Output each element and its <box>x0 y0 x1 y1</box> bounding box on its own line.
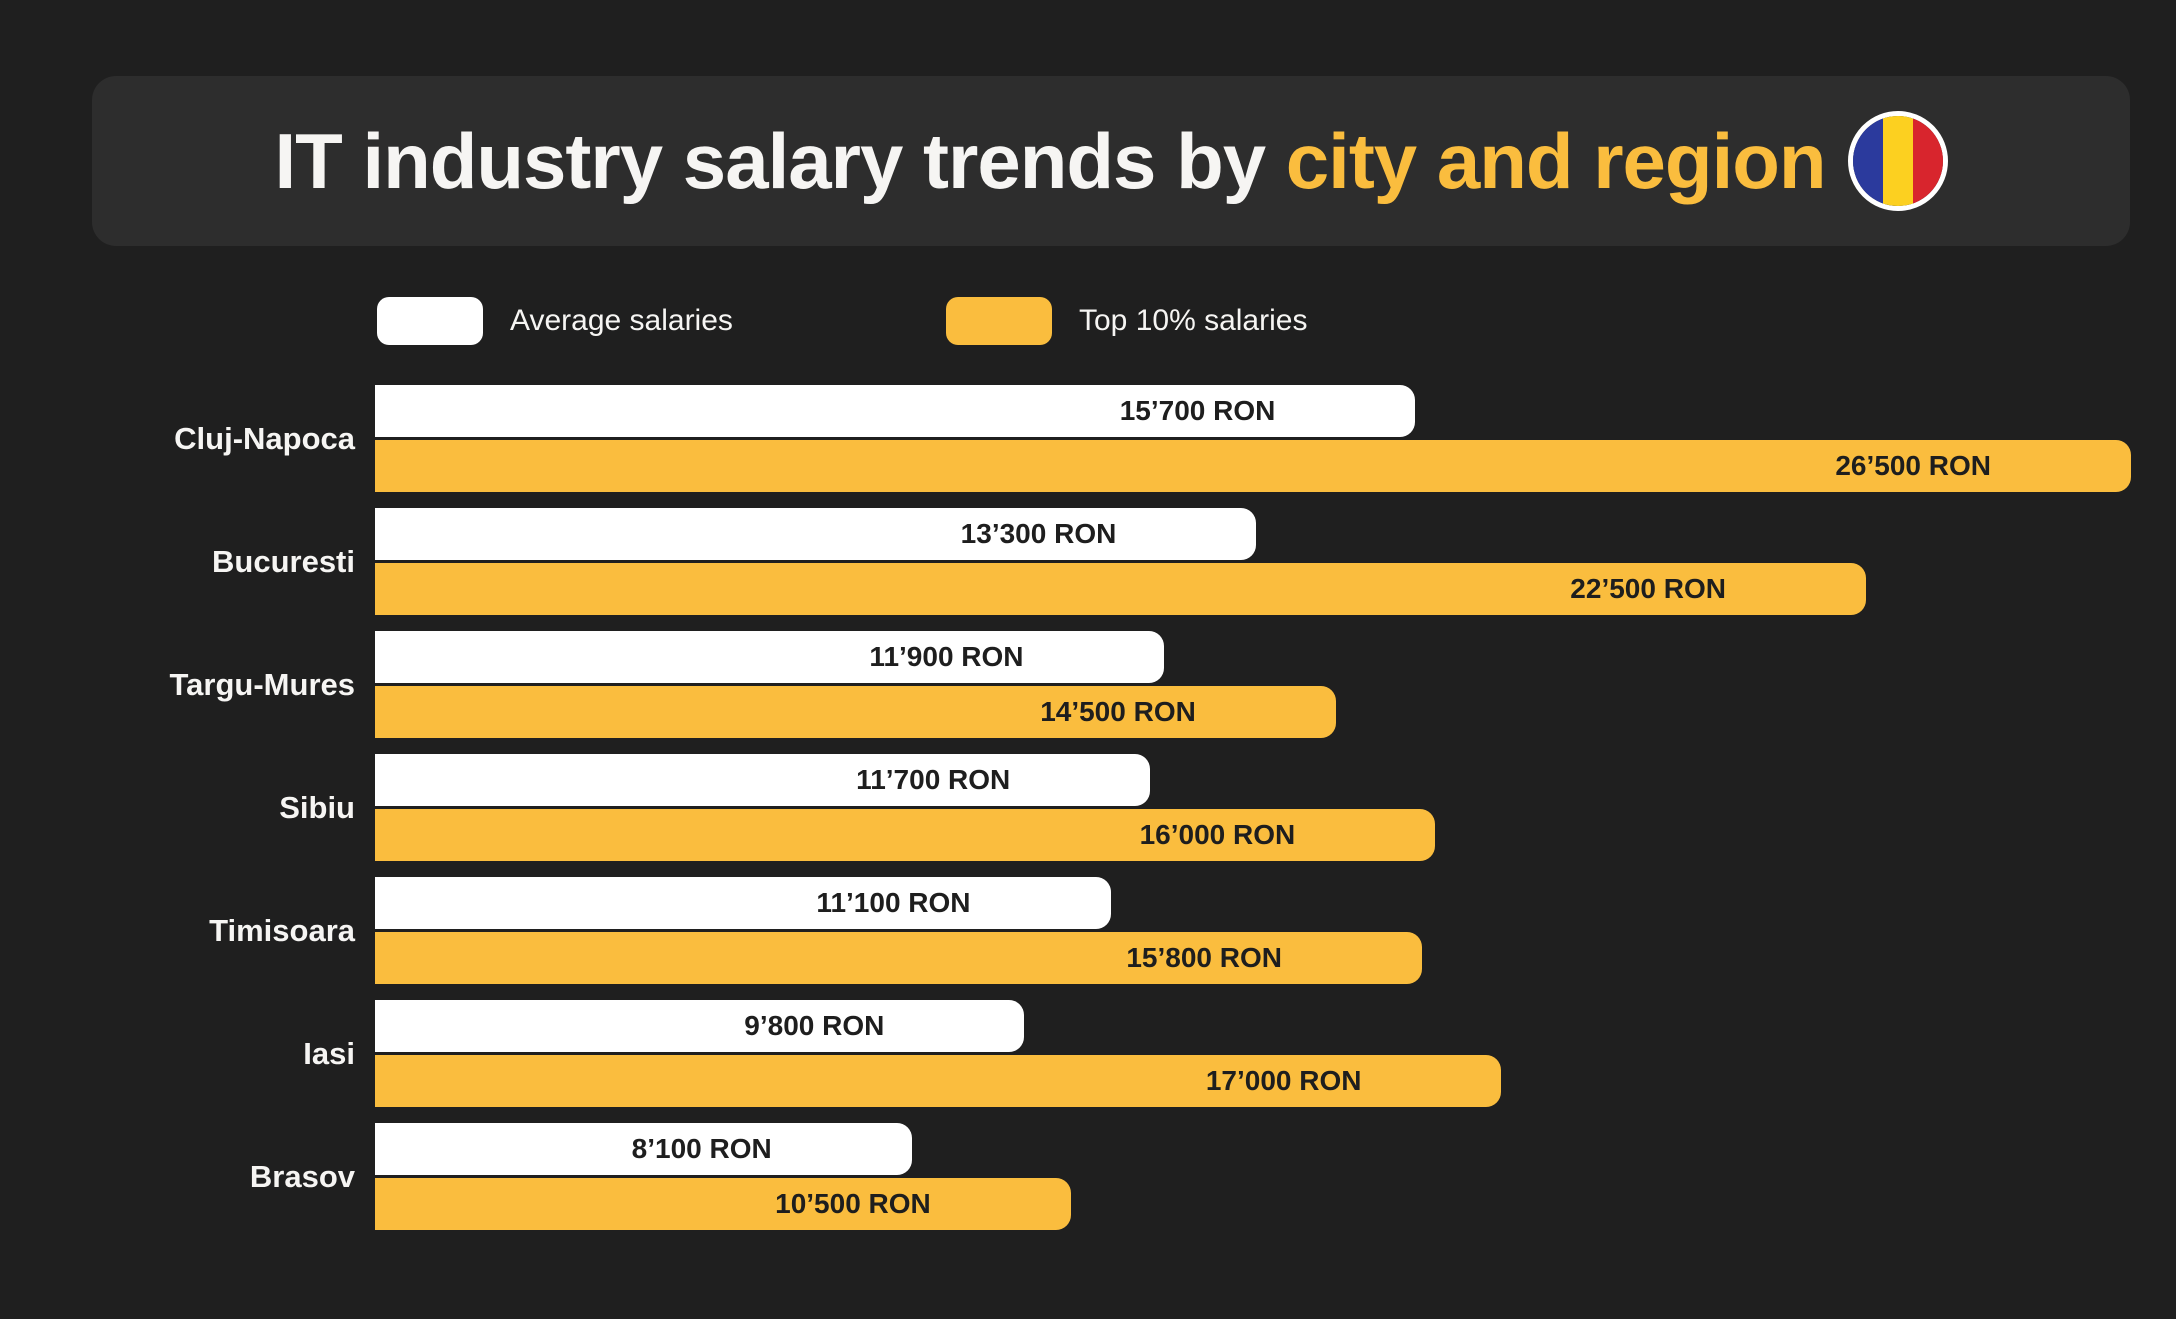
average-salary-value: 9’800 RON <box>744 1010 885 1041</box>
page-title-prefix: IT industry salary trends by <box>274 117 1286 205</box>
top10-salary-value: 26’500 RON <box>1835 450 1991 481</box>
page-title: IT industry salary trends by city and re… <box>274 122 1826 200</box>
top10-salary-bar: 17’000 RON <box>375 1055 1502 1107</box>
top10-salary-bar: 15’800 RON <box>375 932 1422 984</box>
chart-row: Timisoara 11’100 RON 15’800 RON <box>0 877 2131 984</box>
chart-row: Sibiu 11’700 RON 16’000 RON <box>0 754 2131 861</box>
average-salary-value: 13’300 RON <box>960 518 1117 549</box>
top10-salary-bar: 22’500 RON <box>375 563 1866 615</box>
bar-pair: 11’100 RON 15’800 RON <box>375 877 2131 984</box>
flag-stripe-yellow <box>1882 116 1913 206</box>
category-label: Cluj-Napoca <box>174 420 355 456</box>
top10-salary-bar: 16’000 RON <box>375 809 1436 861</box>
chart-row: Targu-Mures 11’900 RON 14’500 RON <box>0 631 2131 738</box>
flag-stripe-red <box>1912 116 1943 206</box>
category-label: Iasi <box>303 1035 355 1071</box>
bar-pair: 8’100 RON 10’500 RON <box>375 1123 2131 1230</box>
bar-pair: 15’700 RON 26’500 RON <box>375 385 2131 492</box>
top10-salary-value: 10’500 RON <box>775 1188 931 1219</box>
bar-pair: 9’800 RON 17’000 RON <box>375 1000 2131 1107</box>
legend-swatch-average <box>377 297 483 345</box>
bar-chart: Cluj-Napoca 15’700 RON 26’500 RON Bucure… <box>0 385 2131 1246</box>
bar-pair: 11’900 RON 14’500 RON <box>375 631 2131 738</box>
chart-row: Iasi 9’800 RON 17’000 RON <box>0 1000 2131 1107</box>
legend-label-average: Average salaries <box>510 304 733 337</box>
top10-salary-value: 17’000 RON <box>1205 1065 1362 1096</box>
average-salary-bar: 13’300 RON <box>375 508 1257 560</box>
average-salary-value: 15’700 RON <box>1119 395 1276 426</box>
chart-row: Cluj-Napoca 15’700 RON 26’500 RON <box>0 385 2131 492</box>
top10-salary-value: 16’000 RON <box>1139 819 1296 850</box>
top10-salary-bar: 14’500 RON <box>375 686 1336 738</box>
bar-pair: 13’300 RON 22’500 RON <box>375 508 2131 615</box>
page-title-highlight: city and region <box>1285 117 1827 205</box>
average-salary-bar: 15’700 RON <box>375 385 1416 437</box>
category-label: Brasov <box>249 1158 355 1194</box>
top10-salary-bar: 10’500 RON <box>375 1178 1071 1230</box>
header-banner: IT industry salary trends by city and re… <box>92 76 2130 246</box>
chart-row: Bucuresti 13’300 RON 22’500 RON <box>0 508 2131 615</box>
top10-salary-value: 15’800 RON <box>1126 942 1282 973</box>
legend-item-average: Average salaries <box>377 297 733 345</box>
legend-label-top10: Top 10% salaries <box>1079 304 1308 337</box>
average-salary-bar: 8’100 RON <box>375 1123 912 1175</box>
average-salary-value: 11’900 RON <box>869 641 1024 672</box>
average-salary-bar: 11’100 RON <box>375 877 1111 929</box>
chart-row: Brasov 8’100 RON 10’500 RON <box>0 1123 2131 1230</box>
legend-item-top10: Top 10% salaries <box>946 297 1307 345</box>
average-salary-value: 11’700 RON <box>856 764 1011 795</box>
average-salary-bar: 11’900 RON <box>375 631 1164 683</box>
average-salary-value: 11’100 RON <box>816 887 971 918</box>
category-label: Sibiu <box>279 789 355 825</box>
average-salary-bar: 9’800 RON <box>375 1000 1025 1052</box>
average-salary-bar: 11’700 RON <box>375 754 1151 806</box>
category-label: Bucuresti <box>212 543 355 579</box>
bar-pair: 11’700 RON 16’000 RON <box>375 754 2131 861</box>
category-label: Targu-Mures <box>169 666 355 702</box>
legend-swatch-top10 <box>946 297 1052 345</box>
flag-stripe-blue <box>1852 116 1883 206</box>
top10-salary-bar: 26’500 RON <box>375 440 2131 492</box>
category-label: Timisoara <box>209 912 355 948</box>
top10-salary-value: 22’500 RON <box>1570 573 1726 604</box>
romania-flag-icon <box>1847 111 1948 211</box>
top10-salary-value: 14’500 RON <box>1040 696 1196 727</box>
average-salary-value: 8’100 RON <box>631 1133 772 1164</box>
